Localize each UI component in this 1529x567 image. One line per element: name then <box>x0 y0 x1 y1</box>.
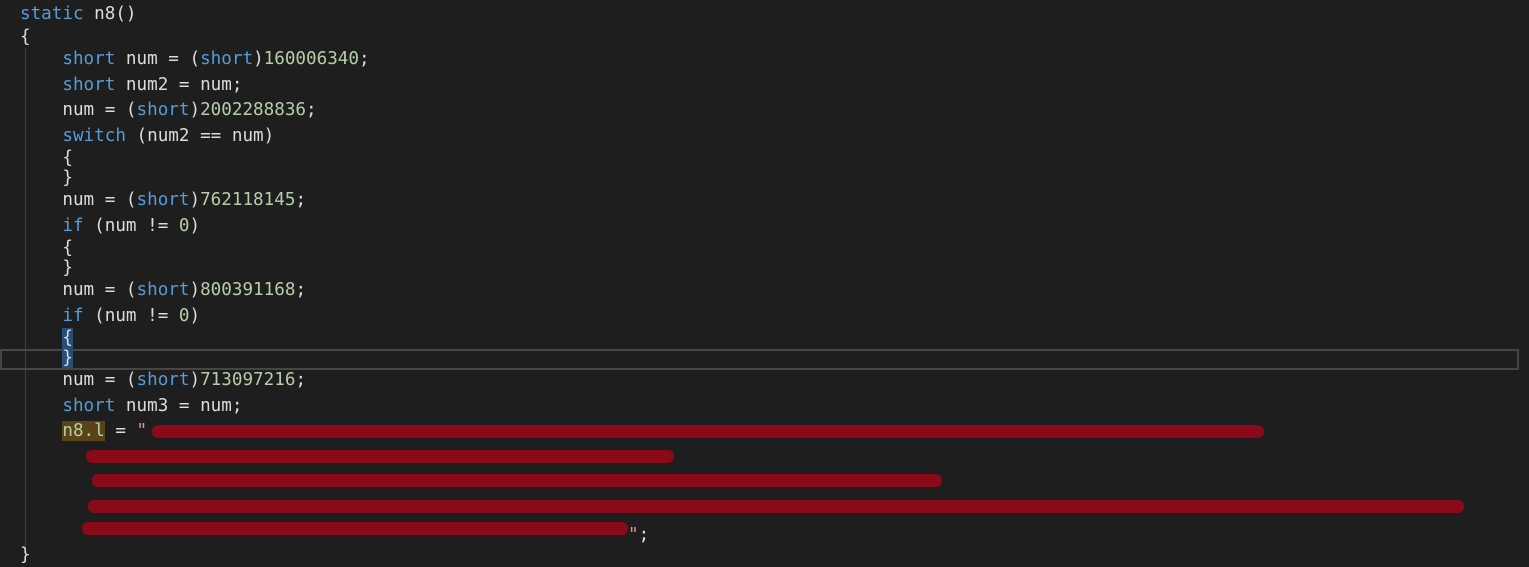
code-token: } <box>20 168 73 188</box>
code-token: short <box>200 49 254 69</box>
code-token: " <box>136 421 148 441</box>
code-token: if <box>62 216 84 236</box>
code-token: } <box>20 258 73 278</box>
code-token: { <box>20 238 73 258</box>
code-token: static <box>20 4 84 24</box>
code-token <box>20 216 62 236</box>
code-line: short num2 = num; <box>20 74 242 96</box>
code-line: "; <box>628 524 649 546</box>
code-token: ; <box>295 190 307 210</box>
code-token: num = ( <box>20 190 137 210</box>
code-token: 800391168 <box>200 280 296 300</box>
code-line: if (num != 0) <box>20 305 200 327</box>
code-token: ) <box>253 49 264 69</box>
indent-guide <box>25 48 26 548</box>
code-token: " <box>628 525 639 545</box>
code-line: num = (short)2002288836; <box>20 99 317 121</box>
redaction <box>152 425 1264 438</box>
redaction <box>86 450 674 463</box>
code-token: short <box>62 49 116 69</box>
code-token: ) <box>189 216 201 236</box>
code-token <box>20 421 62 441</box>
redaction <box>92 474 942 487</box>
code-token: 762118145 <box>200 190 296 210</box>
code-token: n8() <box>83 4 137 24</box>
code-token: if <box>62 306 84 326</box>
code-token: = <box>104 421 137 441</box>
code-token: ; <box>638 525 650 545</box>
code-token: } <box>20 545 31 565</box>
code-token: short <box>136 370 190 390</box>
code-token <box>20 49 62 69</box>
code-token: } <box>62 348 73 368</box>
code-token <box>20 126 62 146</box>
redaction <box>82 522 628 535</box>
code-line: } <box>20 347 73 369</box>
code-token: ; <box>306 100 317 120</box>
code-line: { <box>20 327 73 349</box>
code-token: num = ( <box>20 280 137 300</box>
code-token: ) <box>189 100 201 120</box>
code-token: ) <box>189 306 201 326</box>
code-token: ) <box>189 280 201 300</box>
code-line: num = (short)713097216; <box>20 369 306 391</box>
code-line: static n8() <box>20 3 137 25</box>
code-line: short num = (short)160006340; <box>20 48 370 70</box>
code-line: num = (short)800391168; <box>20 279 306 301</box>
current-line <box>0 349 1519 370</box>
code-token: num = ( <box>20 370 137 390</box>
code-token: switch <box>62 126 126 146</box>
code-line: switch (num2 == num) <box>20 125 274 147</box>
code-token: n8.l <box>62 421 105 441</box>
code-token: 160006340 <box>263 49 359 69</box>
code-token: 2002288836 <box>200 100 307 120</box>
code-line: } <box>20 544 31 566</box>
code-token: ; <box>295 370 307 390</box>
code-token <box>20 328 62 348</box>
code-token: short <box>136 100 190 120</box>
code-token: ) <box>189 190 201 210</box>
code-token: short <box>136 280 190 300</box>
code-line: { <box>20 26 31 48</box>
code-line: } <box>20 167 73 189</box>
code-token: ; <box>359 49 370 69</box>
code-token: 0 <box>178 216 190 236</box>
code-line: num = (short)762118145; <box>20 189 306 211</box>
redaction <box>88 500 1464 513</box>
code-line: { <box>20 147 73 169</box>
code-token: ) <box>189 370 201 390</box>
code-token: 0 <box>178 306 190 326</box>
code-token: { <box>20 27 31 47</box>
code-token: { <box>20 148 73 168</box>
code-token <box>20 396 62 416</box>
code-token: short <box>136 190 190 210</box>
code-line: short num3 = num; <box>20 395 242 417</box>
code-token: (num != <box>83 306 179 326</box>
code-token: (num2 == num) <box>125 126 275 146</box>
code-token: num = ( <box>20 100 137 120</box>
code-token: num2 = num; <box>115 75 243 95</box>
code-token <box>20 348 62 368</box>
code-token: num = ( <box>115 49 201 69</box>
code-token: ; <box>295 280 307 300</box>
code-token <box>20 75 62 95</box>
code-token: 713097216 <box>200 370 296 390</box>
code-token: short <box>62 396 116 416</box>
code-line: } <box>20 257 73 279</box>
code-token: { <box>62 328 73 348</box>
code-line: n8.l = " <box>20 420 147 442</box>
code-token: (num != <box>83 216 179 236</box>
code-line: if (num != 0) <box>20 215 200 237</box>
code-token: num3 = num; <box>115 396 243 416</box>
code-line: { <box>20 237 73 259</box>
code-token <box>20 306 62 326</box>
code-token: short <box>62 75 116 95</box>
